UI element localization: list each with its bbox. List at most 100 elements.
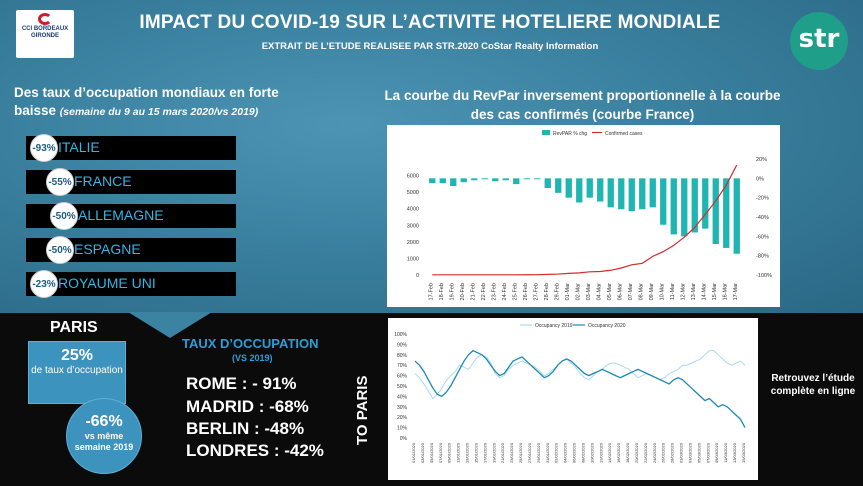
revpar-bar: [534, 178, 541, 180]
revpar-bar: [544, 178, 551, 188]
x-tick-label: 04/02/2020: [563, 442, 568, 463]
cci-logo: CCI BORDEAUX GIRONDE: [16, 10, 74, 58]
revpar-bar: [628, 178, 635, 212]
city-madrid: MADRID : -68%: [186, 397, 309, 416]
city-berlin: BERLIN : -48%: [186, 419, 305, 438]
x-tick-label: 19/01/2020: [491, 442, 496, 463]
legend-revpar-label: RevPAR % chg: [553, 131, 587, 137]
revpar-bar: [513, 178, 520, 185]
revpar-bar: [733, 178, 740, 254]
x-tick-label: 03/01/2020: [420, 442, 425, 463]
x-tick-label: 07/01/2020: [438, 442, 443, 463]
x-tick-label: 21/01/2020: [500, 442, 505, 463]
x-tick-label: 01-Mar: [565, 283, 571, 301]
x-tick-label: 06-Mar: [617, 283, 623, 301]
revpar-bar: [670, 178, 677, 235]
x-tick-label: 04-Mar: [596, 283, 602, 301]
x-tick-label: 10-Mar: [659, 283, 665, 301]
country-bar-4: ROYAUME UNI: [26, 272, 236, 296]
x-tick-label: 31/01/2020: [545, 442, 550, 463]
y-right-tick-label: -100%: [756, 273, 772, 279]
occupancy-2019-line: [414, 350, 746, 400]
country-name: ESPAGNE: [74, 241, 141, 257]
city-londres: LONDRES : -42%: [186, 441, 324, 460]
occupancy-chart-svg: Occupancy 2019 Occupancy 2020 0% 10% 20% 30% 4…: [394, 323, 746, 463]
legend-occ2020-label: Occupancy 2020: [588, 323, 626, 329]
revpar-bar: [586, 178, 593, 198]
x-tick-label: 13/01/2020: [465, 442, 470, 463]
revpar-bar: [691, 178, 698, 233]
revpar-chart: RevPAR % chg Confirmed cases 0 1000 2000 3000…: [387, 125, 780, 307]
y-right-tick-label: -40%: [756, 215, 769, 221]
y-tick-label: 0%: [400, 436, 408, 442]
right-heading: La courbe du RevPar inversement proporti…: [384, 88, 781, 122]
paris-occupancy-label: de taux d’occupation: [31, 365, 123, 376]
x-tick-label: 05/01/2020: [429, 442, 434, 463]
revpar-bar: [702, 178, 709, 229]
country-pct-badge: -23%: [30, 270, 58, 298]
paris-occupancy-value: 25%: [60, 347, 94, 364]
x-tick-label: 11-Mar: [670, 283, 676, 300]
x-tick-label: 08/02/2020: [580, 442, 585, 463]
x-tick-label: 01/01/2020: [411, 442, 416, 463]
x-tick-label: 26/02/2020: [661, 442, 666, 463]
x-tick-label: 16-Mar: [722, 283, 728, 301]
revpar-bar: [429, 178, 436, 184]
y-right-tick-label: -60%: [756, 234, 769, 240]
x-tick-label: 16/02/2020: [616, 442, 621, 463]
country-pct-badge: -50%: [50, 202, 78, 230]
taux-subtitle: (VS 2019): [232, 353, 273, 363]
country-pct-badge: -50%: [46, 236, 74, 264]
x-tick-label: 29-Feb: [554, 283, 560, 300]
country-name: ROYAUME UNI: [58, 275, 156, 291]
cci-logo-line2: GIRONDE: [30, 33, 59, 39]
x-tick-label: 28-Feb: [544, 283, 550, 300]
country-bar-0: ITALIE: [26, 136, 236, 160]
y-left-tick-label: 0: [416, 273, 419, 279]
x-tick-label: 11/03/2020: [723, 442, 728, 462]
y-tick-label: 40%: [397, 394, 408, 400]
left-heading-note: (semaine du 9 au 15 mars 2020/vs 2019): [59, 106, 259, 118]
revpar-bar: [723, 178, 730, 248]
x-tick-label: 03/03/2020: [687, 442, 692, 463]
x-tick-label: 11/01/2020: [456, 442, 461, 462]
x-tick-label: 03-Mar: [586, 283, 592, 301]
paris-change-label: vs même semaine 2019: [74, 431, 134, 452]
retrouvez-link-text: Retrouvez l’étude complète en ligne: [770, 373, 856, 397]
revpar-bar: [660, 178, 667, 225]
revpar-bar: [481, 178, 488, 180]
occupancy-2020-line: [414, 349, 746, 428]
y-left-tick-label: 2000: [407, 240, 419, 246]
to-paris-label: TO PARIS: [354, 375, 371, 445]
y-right-tick-label: -20%: [756, 196, 769, 202]
page-title: IMPACT DU COVID-19 SUR L’ACTIVITE HOTELI…: [139, 12, 721, 33]
y-left-tick-label: 4000: [407, 207, 419, 213]
revpar-bar: [576, 178, 583, 203]
revpar-bar: [649, 178, 656, 208]
x-tick-label: 27-Feb: [533, 283, 539, 300]
revpar-bar: [639, 178, 646, 210]
y-tick-label: 30%: [397, 405, 408, 411]
cci-logo-line1: CCI BORDEAUX: [21, 26, 69, 32]
revpar-bar: [523, 178, 530, 180]
x-tick-label: 05/03/2020: [696, 442, 701, 463]
x-tick-label: 17-Feb: [428, 283, 434, 300]
occupancy-chart: Occupancy 2019 Occupancy 2020 0% 10% 20% 30% 4…: [388, 318, 758, 480]
paris-notch: [128, 312, 212, 338]
x-tick-label: 22-Feb: [481, 283, 487, 300]
x-tick-label: 10/02/2020: [589, 442, 594, 463]
y-tick-label: 20%: [397, 415, 408, 421]
y-left-tick-label: 6000: [407, 174, 419, 180]
x-tick-label: 09/03/2020: [714, 442, 719, 463]
y-tick-label: 10%: [397, 426, 408, 432]
x-tick-label: 15/01/2020: [473, 442, 478, 463]
country-name: FRANCE: [74, 173, 132, 189]
legend-occ2019-label: Occupancy 2019: [535, 323, 573, 329]
confirmed-cases-line: [432, 164, 738, 276]
x-tick-label: 18-Feb: [439, 283, 445, 300]
y-right-tick-label: -80%: [756, 254, 769, 260]
x-tick-label: 18/02/2020: [625, 442, 630, 463]
revpar-bar: [712, 178, 719, 245]
page-subtitle: EXTRAIT DE L’ETUDE REALISEE PAR STR.2020…: [261, 41, 599, 52]
x-tick-label: 07/03/2020: [705, 442, 710, 463]
